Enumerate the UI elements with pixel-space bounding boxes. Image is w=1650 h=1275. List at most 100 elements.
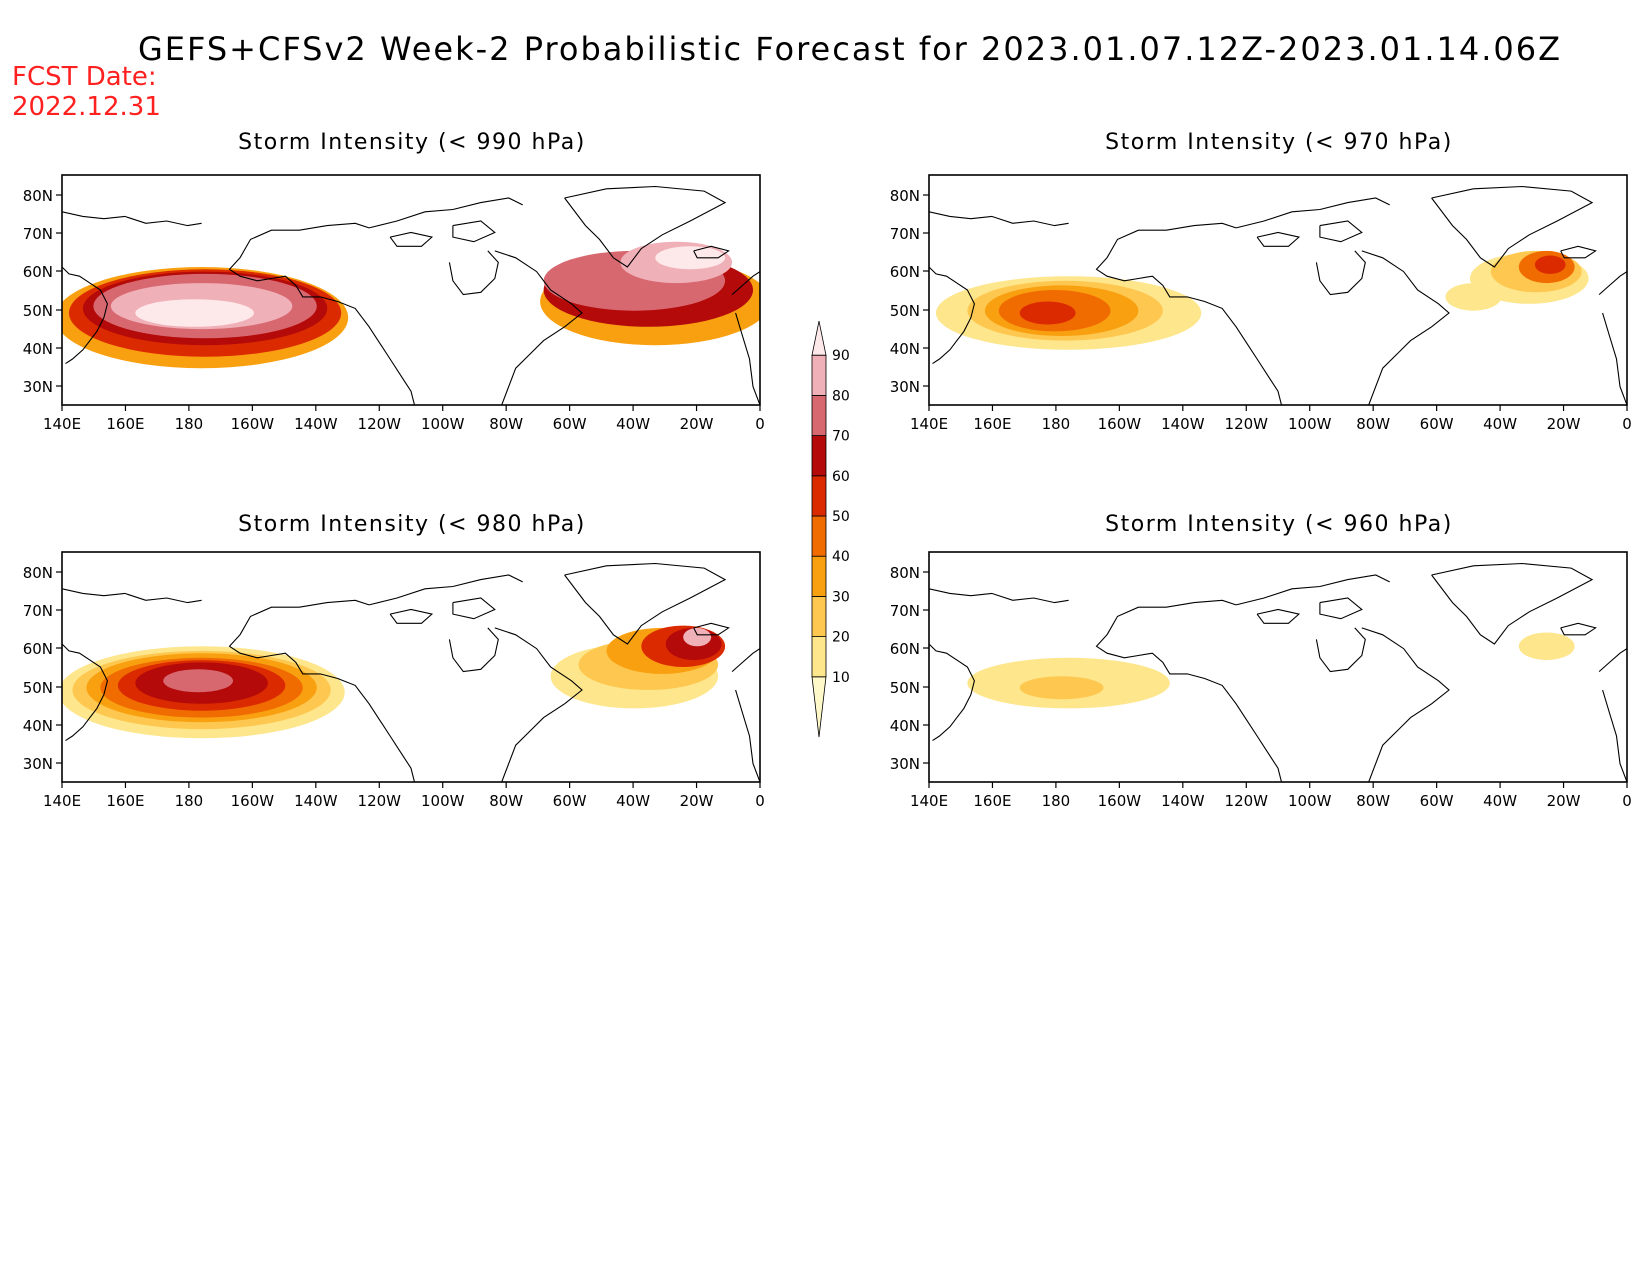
coastline: [735, 312, 760, 405]
coastline: [929, 643, 975, 742]
coastline: [494, 250, 583, 405]
colorbar-segment: [811, 515, 827, 557]
y-tick-label: 30N: [23, 378, 53, 396]
coastline: [731, 271, 760, 296]
colorbar-segment: [811, 676, 827, 738]
coastline: [1319, 597, 1363, 620]
coastline: [228, 257, 416, 405]
y-tick-label: 80N: [23, 564, 53, 582]
coastline: [1235, 197, 1390, 229]
coastline: [448, 627, 499, 673]
map-frame: [61, 551, 761, 783]
y-tick-label: 30N: [23, 755, 53, 773]
coastline: [239, 599, 370, 636]
y-tick-label: 60N: [23, 263, 53, 281]
coastline: [1361, 250, 1450, 405]
probability-contour: [1019, 301, 1076, 325]
colorbar-segment: [811, 435, 827, 477]
x-tick-label: 180: [1042, 415, 1071, 433]
x-tick-label: 60W: [553, 415, 587, 433]
x-tick-label: 120W: [1225, 415, 1269, 433]
coastline: [62, 266, 108, 365]
x-tick-label: 80W: [489, 792, 523, 810]
x-tick-label: 100W: [1288, 792, 1332, 810]
y-tick-label: 70N: [890, 602, 920, 620]
colorbar-segment: [811, 636, 827, 678]
coastline: [228, 634, 416, 782]
y-tick-label: 60N: [23, 640, 53, 658]
x-tick-label: 160W: [231, 415, 275, 433]
probability-contour: [1534, 255, 1566, 274]
coastline: [735, 689, 760, 782]
x-tick-label: 20W: [1547, 415, 1581, 433]
coastline: [239, 222, 370, 259]
coastline: [1095, 257, 1283, 405]
map-panel: 140E 160E 180 160W 140W 120W 100W 80W 60W 40W 20W 0…: [890, 174, 1632, 433]
map-panel: 140E 160E 180 160W 140W 120W 100W 80W 60W 40W 20W 0…: [23, 551, 765, 810]
coastline: [389, 231, 434, 247]
coastline: [368, 197, 523, 229]
coastline: [1560, 245, 1597, 259]
y-tick-label: 30N: [890, 378, 920, 396]
x-tick-label: 160W: [1098, 415, 1142, 433]
coastline: [452, 220, 496, 243]
x-tick-label: 140E: [910, 792, 948, 810]
coastline: [1598, 648, 1627, 673]
probability-contour: [1445, 283, 1502, 311]
coastline: [1256, 231, 1301, 247]
x-tick-label: 60W: [1420, 415, 1454, 433]
probability-field: [62, 185, 760, 405]
colorbar: 10 20 30 40 50 60 70 80 90: [811, 320, 850, 738]
coastline: [564, 562, 727, 645]
x-tick-label: 0: [1622, 415, 1632, 433]
probability-field: [62, 562, 760, 782]
x-tick-label: 100W: [421, 792, 465, 810]
x-tick-label: 80W: [489, 415, 523, 433]
coastline: [1319, 220, 1363, 243]
x-tick-label: 120W: [358, 415, 402, 433]
coastline: [452, 597, 496, 620]
probability-contour: [655, 246, 726, 270]
coastline: [693, 245, 730, 259]
map-frame: [61, 174, 761, 406]
x-tick-label: 80W: [1356, 415, 1390, 433]
x-tick-label: 40W: [1483, 415, 1517, 433]
coastline: [62, 643, 108, 742]
x-tick-label: 0: [755, 792, 765, 810]
coastline: [731, 648, 760, 673]
x-tick-label: 40W: [616, 792, 650, 810]
panel-title-980: Storm Intensity (< 980 hPa): [238, 512, 586, 537]
y-tick-label: 60N: [890, 263, 920, 281]
coastline: [389, 608, 434, 624]
x-tick-label: 20W: [680, 792, 714, 810]
y-tick-label: 60N: [890, 640, 920, 658]
coastline: [448, 250, 499, 296]
coastline: [1315, 627, 1366, 673]
coastline: [1361, 627, 1450, 782]
coastline: [1315, 250, 1366, 296]
y-tick-label: 70N: [890, 225, 920, 243]
x-tick-label: 180: [175, 792, 204, 810]
x-tick-label: 60W: [553, 792, 587, 810]
probability-contour: [683, 627, 712, 647]
map-panel: 140E 160E 180 160W 140W 120W 100W 80W 60W 40W 20W 0…: [890, 551, 1632, 810]
colorbar-segment: [811, 475, 827, 517]
coastline: [693, 622, 730, 636]
coastline: [1106, 599, 1237, 636]
map-panel: 140E 160E 180 160W 140W 120W 100W 80W 60W 40W 20W 0…: [23, 174, 765, 433]
panel-title-970: Storm Intensity (< 970 hPa): [1105, 130, 1453, 155]
x-tick-label: 120W: [358, 792, 402, 810]
coastline: [494, 627, 583, 782]
probability-field: [929, 562, 1627, 782]
probability-contour: [135, 299, 254, 327]
x-tick-label: 100W: [421, 415, 465, 433]
x-tick-label: 180: [1042, 792, 1071, 810]
x-tick-label: 40W: [616, 415, 650, 433]
x-tick-label: 160E: [106, 792, 144, 810]
x-tick-label: 40W: [1483, 792, 1517, 810]
panel-title-960: Storm Intensity (< 960 hPa): [1105, 512, 1453, 537]
x-tick-label: 20W: [1547, 792, 1581, 810]
coastline: [1560, 622, 1597, 636]
coastline: [1431, 185, 1594, 268]
x-tick-label: 140W: [294, 415, 338, 433]
